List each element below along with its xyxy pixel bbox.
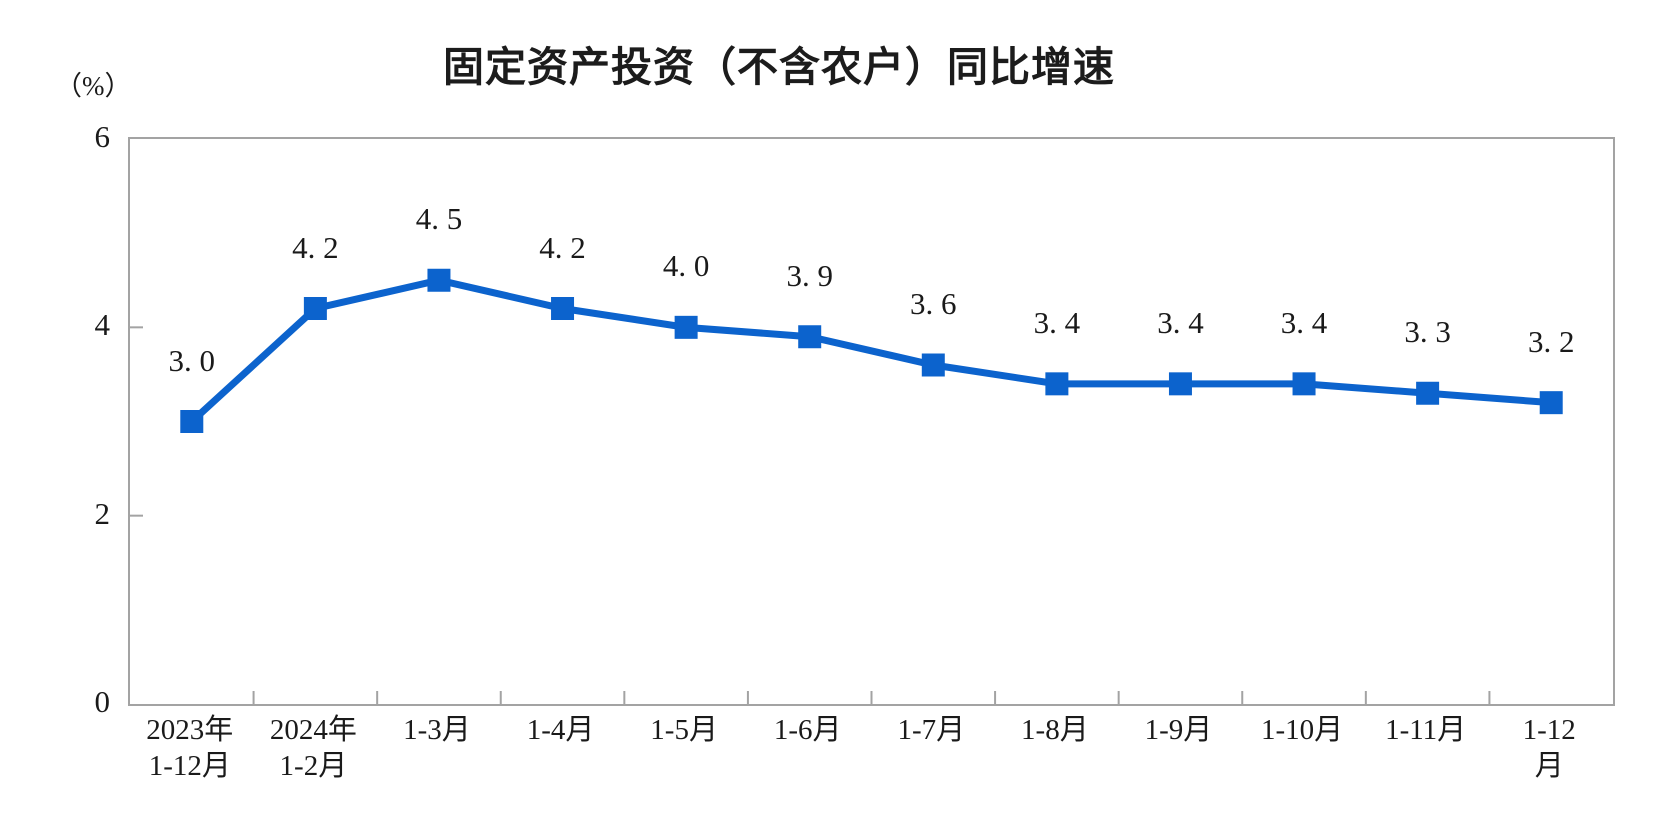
x-axis-tick-label: 2023年 1-12月 [146, 714, 234, 782]
y-axis-tick-label: 6 [94, 119, 111, 154]
x-axis-tick-label: 1-5月 [650, 714, 718, 746]
data-point-label: 3. 0 [168, 342, 216, 378]
x-axis-tick-label: 1-4月 [526, 714, 595, 746]
data-point-label: 4. 2 [539, 229, 586, 265]
line-series-svg [130, 268, 1563, 704]
data-point-label: 3. 4 [1280, 304, 1328, 340]
x-axis-tick-label: 1-8月 [1021, 714, 1089, 746]
x-axis-tick-label: 1-11月 [1385, 714, 1467, 746]
plot-area: 3. 0 4. 2 4. 5 4. 2 4. 0 3. 9 3. 6 3. 4 3. 4 3. 4… [128, 137, 1615, 706]
data-point-label: 4. 5 [415, 201, 463, 237]
data-point-marker [674, 315, 698, 339]
x-axis-tick-labels: 2023年 1-12月 2024年 1-2月 1-3月 1-4月 1-5月 1-6月 1-7… [128, 712, 1611, 802]
data-point-label: 3. 9 [786, 257, 833, 293]
data-point-label: 3. 4 [1157, 304, 1204, 340]
data-point-marker [1416, 381, 1440, 405]
data-point-marker [921, 353, 945, 377]
data-point-marker [1168, 372, 1192, 396]
x-axis-tick-label: 1-10月 [1260, 714, 1344, 746]
data-line [189, 276, 1552, 425]
data-point-label: 3. 4 [1033, 304, 1081, 340]
data-point-marker [798, 325, 822, 349]
x-axis-tick-label: 1-7月 [897, 714, 966, 746]
chart-title: 固定资产投资（不含农户）同比增速 [443, 44, 1115, 90]
y-axis-unit-label: （%） [55, 71, 132, 101]
data-point-marker [303, 297, 327, 320]
data-point-marker [180, 410, 204, 433]
y-axis-tick-label: 0 [94, 684, 111, 719]
data-point-marker [1539, 391, 1563, 415]
x-axis-tick-label: 2024年 1-2月 [269, 714, 357, 782]
data-point-label: 4. 0 [662, 248, 710, 284]
data-point-marker [427, 268, 451, 292]
data-point-marker [1045, 372, 1069, 396]
data-point-label: 3. 3 [1404, 314, 1451, 350]
y-axis-tick-label: 4 [94, 307, 111, 343]
y-axis-tick-label: 2 [94, 495, 111, 531]
x-axis-tick-label: 1-6月 [773, 714, 842, 746]
data-point-label: 3. 6 [910, 286, 957, 321]
data-point-marker [551, 297, 575, 320]
x-axis-tick-label: 1-12月 [1522, 714, 1576, 782]
data-point-label: 4. 2 [292, 229, 339, 265]
data-point-label: 3. 2 [1527, 323, 1575, 359]
x-axis-tick-label: 1-3月 [403, 714, 471, 746]
data-point-marker [1292, 372, 1316, 396]
x-axis-tick-label: 1-9月 [1144, 714, 1213, 746]
